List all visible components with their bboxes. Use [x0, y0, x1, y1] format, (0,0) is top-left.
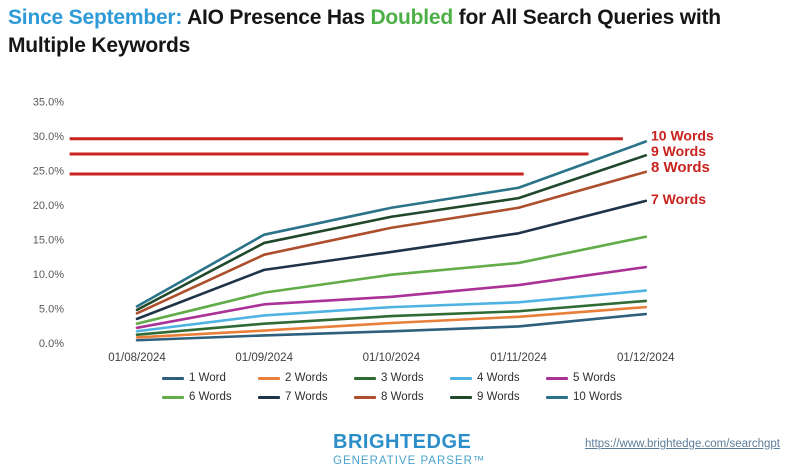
legend-item-2-words: 2 Words — [258, 372, 350, 384]
y-axis-tick-label: 0.0% — [39, 338, 64, 350]
legend-item-1-word: 1 Word — [162, 372, 254, 384]
y-axis-tick-label: 35.0% — [33, 97, 64, 109]
annotation-label-9-words: 9 Words — [651, 143, 706, 159]
y-axis-tick-label: 20.0% — [33, 200, 64, 212]
brightedge-searchgpt-link[interactable]: https://www.brightedge.com/searchgpt — [585, 438, 780, 450]
legend-swatch — [258, 395, 280, 399]
legend-swatch — [354, 376, 376, 380]
series-line-6-words — [135, 235, 648, 325]
brightedge-logo: BRIGHTEDGE GENERATIVE PARSER™ — [333, 431, 486, 468]
y-axis-tick-label: 10.0% — [33, 269, 64, 281]
legend-swatch — [546, 395, 568, 399]
generative-parser-text: GENERATIVE PARSER™ — [333, 455, 486, 467]
title-segment: Multiple Keywords — [8, 33, 191, 57]
legend-label: 4 Words — [477, 372, 520, 384]
title-segment: for All Search Queries with — [453, 6, 721, 29]
legend-label: 6 Words — [189, 391, 232, 403]
x-axis-tick-label: 01/10/2024 — [363, 352, 421, 364]
y-axis-tick-label: 25.0% — [33, 166, 64, 178]
y-axis-tick-label: 30.0% — [33, 131, 64, 143]
series-line-7-words — [135, 199, 648, 321]
brightedge-logo-text: BRIGHTEDGE — [333, 431, 472, 453]
legend-item-9-words: 9 Words — [450, 391, 542, 403]
legend-label: 3 Words — [381, 372, 424, 384]
series-line-1-word — [135, 312, 648, 342]
title-segment: Doubled — [370, 6, 454, 29]
title-segment: AIO Presence Has — [187, 6, 371, 29]
legend-label: 1 Word — [189, 372, 226, 384]
chart-legend: 1 Word 2 Words 3 Words 4 Words 5 Words 6 Word… — [162, 372, 638, 403]
legend-label: 5 Words — [573, 372, 616, 384]
legend-swatch — [546, 376, 568, 380]
legend-swatch — [450, 376, 472, 380]
legend-label: 9 Words — [477, 391, 520, 403]
legend-item-7-words: 7 Words — [258, 391, 350, 403]
page-title: Since September: AIO Presence Has Double… — [8, 4, 792, 59]
series-line-10-words — [135, 140, 648, 308]
series-line-9-words — [135, 154, 648, 312]
legend-label: 10 Words — [573, 391, 623, 403]
x-axis-tick-label: 01/11/2024 — [490, 352, 547, 364]
legend-swatch — [450, 395, 472, 399]
legend-swatch — [162, 395, 184, 399]
legend-label: 2 Words — [285, 372, 328, 384]
series-line-4-words — [135, 289, 648, 333]
legend-item-6-words: 6 Words — [162, 391, 254, 403]
annotation-label-8-words: 8 Words — [651, 159, 710, 176]
legend-label: 8 Words — [381, 391, 424, 403]
series-line-3-words — [135, 299, 648, 337]
legend-swatch — [162, 376, 184, 380]
series-line-5-words — [135, 265, 648, 330]
series-line-2-words — [135, 305, 648, 339]
title-segment: Since September: — [8, 6, 188, 29]
legend-swatch — [258, 376, 280, 380]
annotation-label-7-words: 7 Words — [651, 191, 706, 207]
series-line-8-words — [135, 170, 648, 315]
legend-item-3-words: 3 Words — [354, 372, 446, 384]
legend-item-5-words: 5 Words — [546, 372, 638, 384]
y-axis-tick-label: 5.0% — [39, 304, 64, 316]
y-axis-tick-label: 15.0% — [33, 235, 64, 247]
annotation-label-10-words: 10 Words — [651, 127, 714, 143]
legend-item-8-words: 8 Words — [354, 391, 446, 403]
x-axis-tick-label: 01/12/2024 — [617, 352, 675, 364]
legend-item-10-words: 10 Words — [546, 391, 638, 403]
x-axis-tick-label: 01/08/2024 — [108, 352, 166, 364]
legend-swatch — [354, 395, 376, 399]
legend-item-4-words: 4 Words — [450, 372, 542, 384]
x-axis-tick-label: 01/09/2024 — [235, 352, 293, 364]
legend-label: 7 Words — [285, 391, 328, 403]
